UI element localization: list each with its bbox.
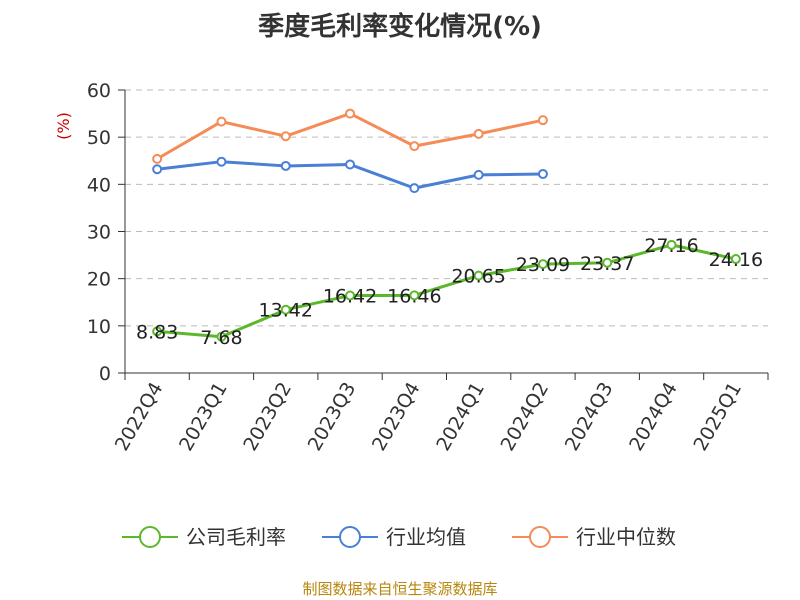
data-label: 8.83 <box>136 321 178 343</box>
data-point-marker <box>216 156 227 167</box>
legend-label-2: 行业中位数 <box>576 525 676 549</box>
data-point-marker <box>216 331 227 342</box>
x-tick-label: 2024Q4 <box>625 379 682 455</box>
x-tick-label: 2024Q2 <box>497 379 554 455</box>
data-point-marker <box>730 254 741 265</box>
data-point-marker <box>409 183 420 194</box>
series-line-2 <box>156 112 544 161</box>
data-point-marker <box>473 128 484 139</box>
data-label: 13.42 <box>259 300 313 322</box>
x-tick-label: 2024Q3 <box>561 379 618 455</box>
data-point-marker <box>537 168 548 179</box>
y-tick-label: 20 <box>87 269 111 291</box>
grid-lines <box>125 89 768 327</box>
data-label: 16.46 <box>387 285 441 307</box>
data-point-marker <box>216 116 227 127</box>
data-point-marker <box>537 115 548 126</box>
data-label: 23.09 <box>516 254 570 276</box>
data-point-marker <box>152 326 163 337</box>
source-note: 制图数据来自恒生聚源数据库 <box>302 580 498 598</box>
data-point-marker <box>602 257 613 268</box>
data-point-marker <box>345 108 356 119</box>
data-point-marker <box>280 304 291 315</box>
legend-marker-2 <box>529 526 551 548</box>
legend: 公司毛利率 行业均值 行业中位数 <box>122 525 676 549</box>
data-label: 20.65 <box>451 266 505 288</box>
x-tick-label: 2023Q2 <box>239 379 296 455</box>
x-tick-label: 2023Q4 <box>368 379 425 455</box>
data-point-marker <box>537 259 548 270</box>
y-tick-label: 30 <box>87 222 111 244</box>
data-point-marker <box>280 131 291 142</box>
y-axis-unit-label: (%) <box>54 112 73 140</box>
chart-title: 季度毛利率变化情况(%) <box>258 12 542 42</box>
data-point-marker <box>473 270 484 281</box>
series-lines: 8.83 7.68 13.42 16.42 16.46 20.65 23.09 23.37 27… <box>136 108 763 349</box>
data-point-marker <box>280 160 291 171</box>
data-label: 24.16 <box>709 249 763 271</box>
data-point-marker <box>345 159 356 170</box>
data-point-marker <box>409 290 420 301</box>
y-tick-label: 0 <box>99 363 111 385</box>
data-label: 16.42 <box>323 286 377 308</box>
y-tick-label: 50 <box>87 127 111 149</box>
data-point-marker <box>666 239 677 250</box>
data-point-marker <box>345 290 356 301</box>
data-point-marker <box>152 164 163 175</box>
legend-label-0: 公司毛利率 <box>186 525 286 549</box>
x-tick-label: 2023Q3 <box>304 379 361 455</box>
data-label: 27.16 <box>644 235 698 257</box>
legend-marker-0 <box>139 526 161 548</box>
y-tick-label: 60 <box>87 80 111 102</box>
data-label: 7.68 <box>200 327 242 349</box>
data-point-marker <box>473 169 484 180</box>
x-tick-label: 2025Q1 <box>689 379 746 455</box>
y-tick-label: 10 <box>87 316 111 338</box>
x-tick-label: 2023Q1 <box>175 379 232 455</box>
series-line-0 <box>157 243 737 339</box>
y-tick-label: 40 <box>87 174 111 196</box>
legend-marker-1 <box>339 526 361 548</box>
legend-label-1: 行业均值 <box>386 525 466 549</box>
data-point-marker <box>409 141 420 152</box>
x-tick-label: 2022Q4 <box>111 379 168 455</box>
data-point-marker <box>152 153 163 164</box>
x-tick-label: 2024Q1 <box>432 379 489 455</box>
data-label: 23.37 <box>580 253 634 275</box>
